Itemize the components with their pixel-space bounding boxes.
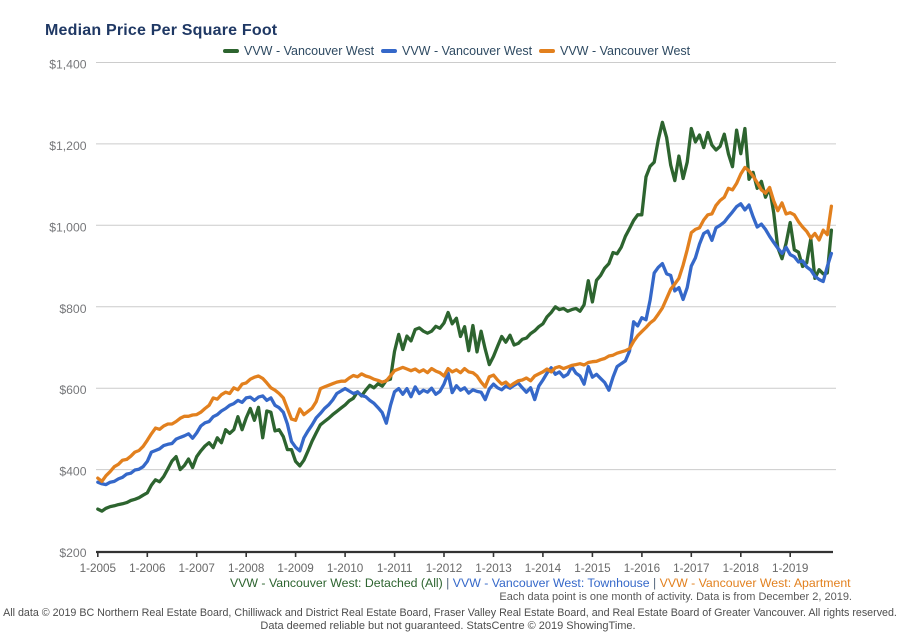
svg-text:1-2011: 1-2011	[377, 562, 413, 575]
svg-text:1-2013: 1-2013	[475, 562, 511, 575]
svg-text:1-2019: 1-2019	[772, 562, 808, 575]
svg-text:1-2005: 1-2005	[80, 562, 117, 575]
svg-text:$400: $400	[59, 465, 86, 479]
svg-text:1-2006: 1-2006	[129, 562, 165, 575]
svg-text:$200: $200	[59, 546, 86, 560]
svg-text:1-2008: 1-2008	[228, 562, 264, 575]
svg-text:1-2010: 1-2010	[327, 562, 364, 575]
svg-text:1-2007: 1-2007	[178, 562, 214, 575]
svg-text:1-2018: 1-2018	[723, 562, 759, 575]
svg-text:$600: $600	[59, 383, 86, 397]
svg-text:1-2009: 1-2009	[277, 562, 313, 575]
svg-text:1-2012: 1-2012	[426, 562, 462, 575]
svg-text:$1,200: $1,200	[49, 139, 86, 153]
svg-text:$800: $800	[59, 302, 86, 316]
svg-text:1-2015: 1-2015	[574, 562, 611, 575]
svg-text:1-2014: 1-2014	[525, 562, 562, 575]
svg-text:1-2017: 1-2017	[673, 562, 709, 575]
svg-text:1-2016: 1-2016	[624, 562, 660, 575]
svg-text:$1,000: $1,000	[49, 220, 86, 234]
svg-text:$1,400: $1,400	[49, 58, 86, 72]
